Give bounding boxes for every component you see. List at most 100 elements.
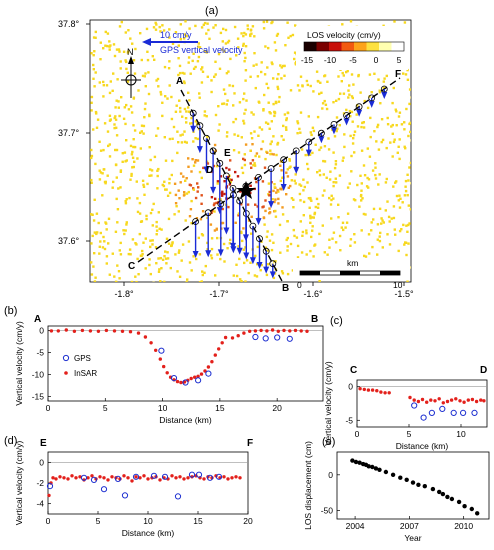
insar-pixel (385, 146, 388, 150)
insar-pixel (192, 140, 195, 143)
insar-pixel (352, 137, 355, 140)
y-axis-label: Vertical velocity (cm/y) (14, 441, 24, 526)
insar-pixel (404, 73, 408, 76)
insar-point (98, 475, 102, 479)
insar-point (186, 378, 190, 382)
insar-pixel (335, 129, 338, 133)
insar-pixel (171, 42, 175, 45)
insar-pixel (223, 50, 226, 53)
insar-point (165, 371, 169, 375)
insar-pixel (200, 176, 203, 180)
insar-pixel (99, 240, 102, 243)
insar-pixel (137, 89, 140, 92)
insar-pixel (270, 21, 273, 25)
gps-arrow-head (243, 252, 250, 260)
insar-pixel (244, 45, 248, 48)
insar-pixel (244, 33, 248, 36)
insar-pixel (205, 32, 208, 35)
insar-pixel (274, 198, 277, 201)
insar-pixel (190, 116, 193, 120)
insar-pixel (301, 230, 305, 234)
insar-pixel (285, 128, 288, 131)
insar-pixel (214, 73, 217, 76)
insar-pixel (142, 183, 145, 187)
insar-pixel (272, 102, 275, 106)
insar-pixel (210, 247, 214, 251)
insar-pixel (277, 190, 280, 193)
insar-pixel (108, 48, 111, 51)
insar-pixel (289, 89, 293, 92)
insar-pixel (155, 262, 158, 265)
gps-point (46, 483, 54, 490)
y-axis-label: Vertical velocity (cm/y) (323, 361, 333, 446)
epicenter-star-icon (236, 181, 256, 199)
insar-pixel (392, 216, 396, 220)
insar-point (175, 379, 180, 384)
insar-pixel (284, 126, 288, 129)
insar-point (206, 365, 211, 369)
insar-pixel (283, 74, 286, 77)
y-tick-label: 0 (39, 457, 44, 467)
insar-pixel (391, 132, 394, 135)
insar-pixel (225, 72, 229, 75)
insar-pixel (124, 59, 127, 62)
insar-pixel (201, 273, 204, 277)
insar-pixel (106, 32, 110, 35)
insar-pixel (179, 181, 182, 184)
insar-pixel (373, 72, 376, 75)
insar-pixel (135, 280, 138, 282)
insar-pixel (402, 223, 405, 227)
y-tick-label: -50 (321, 505, 334, 515)
insar-pixel (147, 71, 150, 74)
insar-pixel (154, 28, 158, 31)
plot-frame (47, 451, 249, 515)
insar-pixel (107, 144, 110, 148)
insar-point (358, 387, 362, 391)
insar-pixel (254, 203, 257, 206)
insar-pixel (251, 25, 255, 28)
gps-arrow-head (190, 125, 197, 133)
insar-pixel (203, 271, 206, 274)
insar-point (408, 395, 412, 400)
insar-pixel (139, 32, 142, 35)
gps-station (262, 247, 270, 255)
insar-pixel (347, 89, 350, 92)
insar-pixel (352, 83, 355, 86)
insar-pixel (92, 68, 95, 71)
gps-point (439, 405, 446, 412)
insar-pixel (155, 233, 158, 236)
insar-pixel (125, 60, 128, 64)
los-point (377, 467, 382, 472)
insar-pixel (217, 105, 220, 108)
colorbar-title: LOS velocity (cm/y) (307, 30, 381, 40)
insar-point (158, 357, 162, 361)
x-tick-label: 0 (46, 516, 51, 526)
insar-pixel (117, 187, 120, 190)
insar-pixel (170, 117, 174, 121)
insar-pixel (179, 110, 182, 113)
insar-pixel (164, 257, 168, 260)
insar-pixel (280, 270, 284, 273)
gps-station (280, 156, 288, 164)
insar-pixel (236, 37, 240, 40)
insar-pixel (270, 248, 274, 252)
insar-pixel (91, 213, 94, 216)
insar-pixel (116, 264, 119, 267)
insar-pixel (395, 110, 398, 113)
insar-pixel (122, 117, 126, 120)
insar-point (236, 334, 240, 338)
gps-station (229, 184, 237, 192)
insar-pixel (282, 124, 285, 128)
insar-pixel (367, 186, 370, 189)
insar-pixel (148, 258, 151, 261)
insar-pixel (268, 190, 271, 194)
insar-pixel (229, 238, 232, 242)
insar-pixel (129, 105, 133, 108)
gps-point (274, 334, 281, 341)
insar-pixel (287, 186, 290, 189)
insar-pixel (350, 110, 354, 114)
insar-pixel (361, 121, 364, 125)
insar-pixel (324, 103, 328, 106)
gps-point (411, 402, 418, 409)
insar-pixel (379, 231, 382, 235)
